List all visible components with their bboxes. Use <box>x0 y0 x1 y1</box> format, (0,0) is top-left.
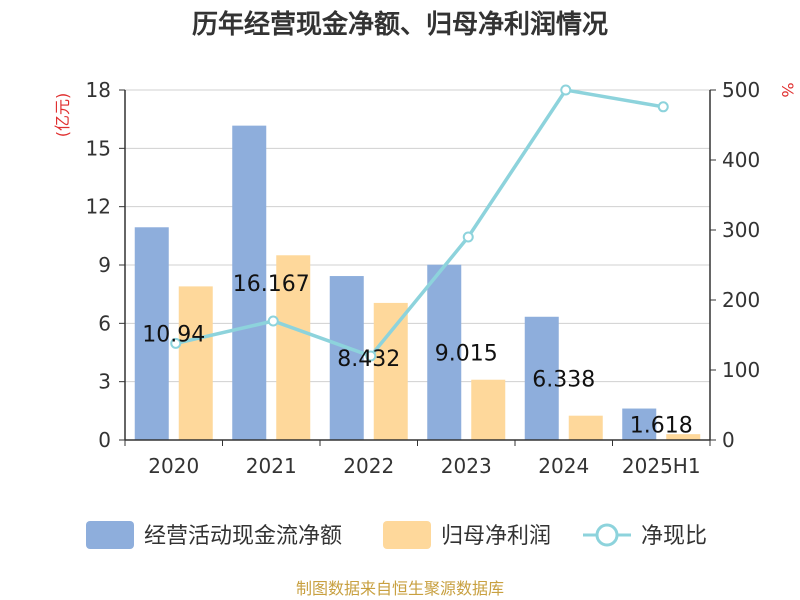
bar-cash-flow <box>134 227 169 440</box>
legend-swatch <box>86 521 134 549</box>
bar-value-label: 10.94 <box>142 323 205 348</box>
bar-net-profit <box>276 255 311 440</box>
x-tick-label: 2022 <box>343 454 394 478</box>
ratio-point <box>170 337 182 349</box>
left-tick-label: 3 <box>98 370 111 394</box>
legend-swatch <box>383 521 431 549</box>
left-tick-label: 6 <box>98 311 111 335</box>
right-tick-label: 100 <box>722 358 760 382</box>
left-tick-label: 15 <box>86 136 111 160</box>
bar-value-label: 9.015 <box>435 341 498 366</box>
right-tick-label: 0 <box>722 428 735 452</box>
bar-value-label: 1.618 <box>630 413 693 438</box>
bar-net-profit <box>178 286 213 440</box>
ratio-point <box>560 84 572 96</box>
right-tick-label: 200 <box>722 288 760 312</box>
legend-label: 归母净利润 <box>441 524 551 549</box>
legend-label: 经营活动现金流净额 <box>144 524 342 549</box>
ratio-point <box>365 350 377 362</box>
ratio-point <box>267 315 279 327</box>
bar-net-profit <box>471 379 506 440</box>
legend-marker <box>595 523 619 547</box>
ratio-point <box>462 231 474 243</box>
bar-net-profit <box>666 434 701 440</box>
bar-value-label: 6.338 <box>532 367 595 392</box>
ratio-line <box>175 88 664 359</box>
left-tick-label: 9 <box>98 253 111 277</box>
legend-label: 净现比 <box>641 524 707 549</box>
x-tick-label: 2020 <box>148 454 199 478</box>
bar-cash-flow <box>427 264 462 440</box>
left-tick-label: 0 <box>98 428 111 452</box>
bar-cash-flow <box>232 125 267 441</box>
right-tick-label: 500 <box>722 78 760 102</box>
source-note: 制图数据来自恒生聚源数据库 <box>296 579 504 598</box>
bar-net-profit <box>373 302 408 440</box>
x-tick-label: 2021 <box>246 454 297 478</box>
right-tick-label: 300 <box>722 218 760 242</box>
bar-cash-flow <box>622 408 657 440</box>
left-axis-unit: (亿元) <box>53 93 72 138</box>
left-tick-label: 12 <box>86 195 111 219</box>
bar-cash-flow <box>329 276 364 440</box>
bar-value-label: 16.167 <box>233 272 310 297</box>
bar-cash-flow <box>524 316 559 440</box>
right-tick-label: 400 <box>722 148 760 172</box>
bar-net-profit <box>568 415 603 440</box>
chart-title: 历年经营现金净额、归母净利润情况 <box>192 9 608 40</box>
left-tick-label: 18 <box>86 78 111 102</box>
x-tick-label: 2025H1 <box>622 454 701 478</box>
bar-value-label: 8.432 <box>337 347 400 372</box>
ratio-point <box>657 101 669 113</box>
x-tick-label: 2023 <box>441 454 492 478</box>
right-axis-unit: % <box>778 82 797 97</box>
x-tick-label: 2024 <box>538 454 589 478</box>
